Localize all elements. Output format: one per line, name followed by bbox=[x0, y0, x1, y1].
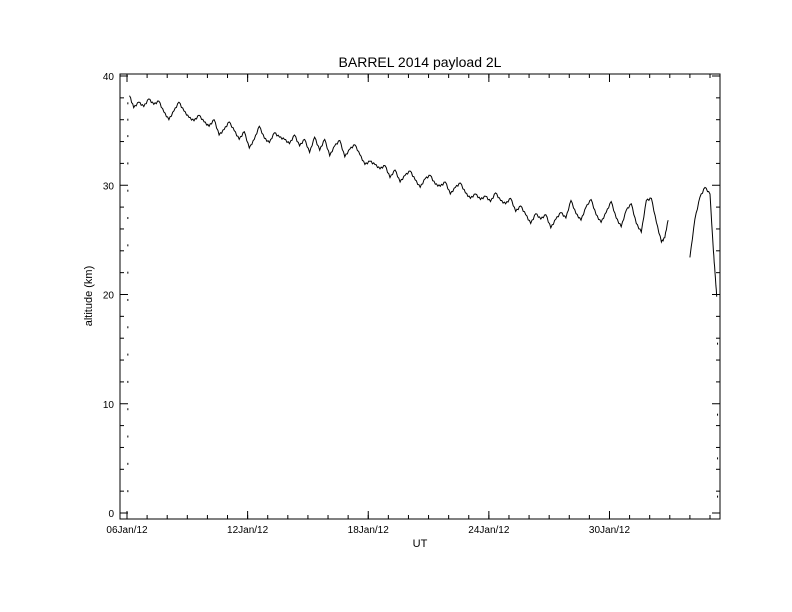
x-axis-label: UT bbox=[413, 538, 428, 550]
x-tick-label: 24Jan/12 bbox=[468, 525, 510, 536]
data-point bbox=[127, 162, 129, 165]
altitude-series bbox=[129, 95, 718, 297]
y-tick-labels: 0 10 20 30 40 bbox=[103, 72, 115, 520]
data-point bbox=[127, 435, 129, 438]
data-point bbox=[127, 118, 129, 121]
data-point bbox=[127, 189, 129, 192]
data-point bbox=[127, 271, 129, 274]
data-point bbox=[127, 353, 129, 356]
altitude-line-segment bbox=[689, 186, 718, 297]
data-point bbox=[717, 342, 719, 345]
data-point bbox=[127, 380, 129, 383]
x-tick-label: 30Jan/12 bbox=[589, 525, 631, 536]
x-tick-label: 06Jan/12 bbox=[106, 525, 148, 536]
data-point bbox=[127, 326, 129, 329]
y-tick-label: 0 bbox=[108, 509, 114, 520]
data-point bbox=[127, 102, 129, 105]
data-point bbox=[127, 408, 129, 411]
axis-ticks bbox=[120, 74, 720, 519]
data-point bbox=[717, 495, 719, 498]
x-tick-label: 18Jan/12 bbox=[348, 525, 390, 536]
y-tick-label: 40 bbox=[103, 72, 115, 83]
data-point bbox=[127, 244, 129, 247]
altitude-line-segment bbox=[129, 95, 669, 244]
scattered-points bbox=[127, 102, 719, 498]
y-axis-label: altitude (km) bbox=[83, 266, 95, 327]
data-point bbox=[127, 462, 129, 465]
data-point bbox=[717, 457, 719, 460]
y-tick-label: 20 bbox=[103, 291, 115, 302]
data-point bbox=[127, 217, 129, 220]
chart-title: BARREL 2014 payload 2L bbox=[339, 54, 502, 70]
data-point bbox=[127, 490, 129, 493]
data-point bbox=[127, 298, 129, 301]
plot-frame bbox=[119, 73, 721, 520]
y-tick-label: 10 bbox=[103, 400, 115, 411]
data-point bbox=[717, 413, 719, 416]
x-tick-labels: 06Jan/12 12Jan/12 18Jan/12 24Jan/12 30Jan/12 bbox=[106, 525, 630, 536]
x-tick-label: 12Jan/12 bbox=[227, 525, 269, 536]
y-tick-label: 30 bbox=[103, 181, 115, 192]
data-point bbox=[127, 135, 129, 138]
